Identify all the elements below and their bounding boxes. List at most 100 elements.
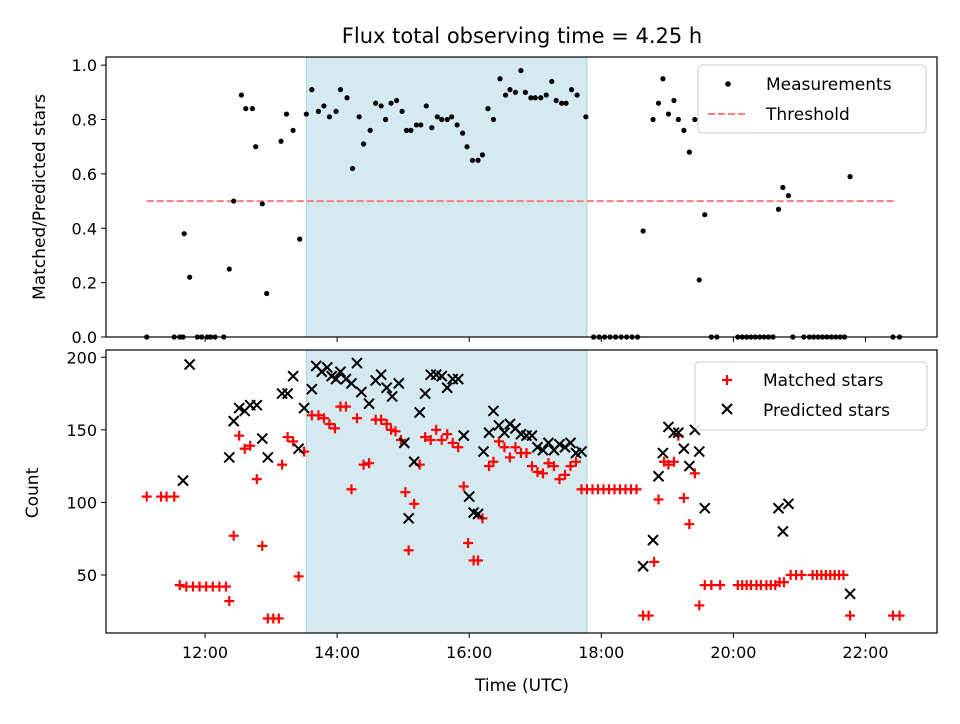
matched-stars-point xyxy=(273,613,284,624)
measurement-point xyxy=(249,106,255,112)
matched-stars-point xyxy=(425,434,436,445)
x-tick-label: 16:00 xyxy=(446,643,492,662)
predicted-stars-point xyxy=(227,415,240,427)
legend-predicted-label: Predicted stars xyxy=(763,401,890,421)
predicted-stars-point xyxy=(637,560,649,572)
measurement-point xyxy=(181,231,187,237)
figure-title: Flux total observing time = 4.25 h xyxy=(342,24,702,48)
matched-stars-point xyxy=(548,461,559,472)
predicted-stars-point xyxy=(647,534,659,546)
matched-stars-point xyxy=(288,436,299,447)
measurement-point xyxy=(243,106,249,112)
measurement-point xyxy=(321,103,327,109)
predicted-stars-point xyxy=(777,525,789,538)
matched-stars-point xyxy=(663,459,674,470)
measurement-point xyxy=(423,103,429,109)
predicted-stars-point xyxy=(292,442,305,455)
matched-stars-point xyxy=(376,414,387,425)
measurement-point xyxy=(574,92,580,98)
matched-stars-point xyxy=(324,419,335,430)
measurement-point xyxy=(553,97,559,104)
measurement-point xyxy=(538,95,544,101)
matched-stars-point xyxy=(442,429,453,440)
predicted-stars-point xyxy=(678,442,690,455)
measurement-point xyxy=(326,114,333,120)
predicted-stars-point xyxy=(351,357,363,369)
matched-stars-point xyxy=(346,484,357,495)
predicted-stars-point xyxy=(537,444,549,456)
measurement-point xyxy=(475,157,481,163)
predicted-stars-point xyxy=(672,427,685,439)
matched-stars-point xyxy=(521,448,532,459)
matched-stars-point xyxy=(447,437,458,448)
predicted-stars-point xyxy=(553,438,566,451)
matched-stars-point xyxy=(251,474,262,485)
matched-stars-point xyxy=(293,571,304,582)
measurement-point xyxy=(429,125,435,131)
observing-window-shade-top xyxy=(305,56,588,338)
matched-stars-point xyxy=(894,610,905,621)
y-tick-label: 0.2 xyxy=(72,274,97,293)
predicted-stars-point xyxy=(334,366,347,378)
measurement-point xyxy=(464,144,470,150)
y-tick-label: 1.0 xyxy=(72,56,97,75)
predicted-stars-point xyxy=(375,368,387,381)
matched-stars-point xyxy=(431,424,442,435)
matched-stars-point xyxy=(358,459,369,470)
predicted-stars-point xyxy=(435,370,448,382)
matched-stars-point xyxy=(838,569,849,580)
predicted-stars-point xyxy=(564,437,577,449)
measurement-point xyxy=(568,87,575,93)
measurement-point xyxy=(356,114,362,120)
matched-stars-point xyxy=(643,610,654,621)
predicted-stars-point xyxy=(683,460,696,472)
measurement-point xyxy=(399,108,405,114)
y-tick-label: 0.6 xyxy=(72,165,97,184)
matched-stars-series xyxy=(141,401,905,624)
measurement-point xyxy=(264,290,270,297)
y-tick-label: 50 xyxy=(77,566,97,585)
predicted-stars-point xyxy=(402,512,415,525)
matched-stars-point xyxy=(224,596,235,607)
matched-stars-point xyxy=(706,580,717,591)
predicted-stars-point xyxy=(306,383,318,395)
matched-stars-point xyxy=(282,432,293,443)
predicted-stars-point xyxy=(526,429,538,442)
measurement-point xyxy=(543,92,549,98)
matched-stars-point xyxy=(420,432,431,443)
measurement-point xyxy=(439,116,445,123)
measurement-point xyxy=(485,106,491,112)
matched-stars-point xyxy=(543,458,554,469)
predicted-stars-point xyxy=(844,588,856,600)
measurement-point xyxy=(303,111,309,117)
predicted-stars-point xyxy=(345,377,358,390)
y-tick-label: 0.8 xyxy=(72,111,97,130)
predicted-stars-point xyxy=(393,377,405,390)
measurement-point xyxy=(775,206,782,212)
measurement-point xyxy=(226,266,232,272)
matched-stars-point xyxy=(779,577,790,588)
count-legend: Matched stars Predicted stars xyxy=(694,361,928,431)
predicted-stars-point xyxy=(408,456,420,468)
matched-stars-point xyxy=(403,545,414,556)
measurement-point xyxy=(449,114,455,120)
measurement-point xyxy=(686,149,692,155)
measurement-point xyxy=(660,76,666,82)
matched-stars-point xyxy=(653,494,664,505)
matched-stars-point xyxy=(458,481,469,492)
measurement-point xyxy=(490,116,497,123)
predicted-stars-point xyxy=(668,427,680,439)
measurement-point xyxy=(388,100,394,106)
predicted-stars-point xyxy=(463,490,475,503)
measurement-point xyxy=(640,228,646,234)
matched-stars-point xyxy=(390,426,401,437)
predicted-stars-point xyxy=(386,390,398,403)
predicted-stars-point xyxy=(363,397,375,410)
predicted-stars-point xyxy=(287,370,299,382)
matched-stars-point xyxy=(694,600,705,611)
predicted-stars-point xyxy=(487,405,500,417)
y-tick-label: 0.4 xyxy=(72,219,97,238)
measurement-point xyxy=(675,116,681,123)
matched-stars-point xyxy=(351,413,362,424)
measurement-point xyxy=(497,76,503,82)
